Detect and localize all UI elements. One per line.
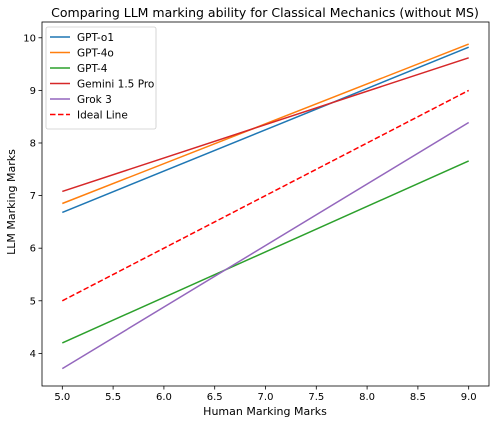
chart-title: Comparing LLM marking ability for Classi… <box>51 5 479 20</box>
x-tick-label: 9.0 <box>461 392 477 403</box>
x-tick-label: 5.0 <box>54 392 70 403</box>
x-tick-label: 5.5 <box>105 392 121 403</box>
legend-label-ideal-line: Ideal Line <box>77 109 128 121</box>
x-tick-label: 8.5 <box>410 392 426 403</box>
legend-label-gpt-4o: GPT-4o <box>77 47 114 59</box>
y-tick-label: 8 <box>30 138 36 149</box>
x-axis-ticks: 5.0 5.5 6.0 6.5 7.0 7.5 8.0 8.5 9.0 <box>54 386 477 403</box>
x-tick-label: 6.5 <box>207 392 223 403</box>
y-tick-label: 9 <box>30 86 36 97</box>
y-tick-label: 10 <box>23 33 36 44</box>
y-tick-label: 7 <box>30 191 36 202</box>
plot-area <box>41 21 490 387</box>
x-tick-label: 6.0 <box>156 392 172 403</box>
series-line-gemini-1-5-pro <box>62 57 469 193</box>
x-tick-label: 7.5 <box>308 392 324 403</box>
y-tick-label: 6 <box>30 244 36 255</box>
x-axis-label: Human Marking Marks <box>203 405 327 418</box>
y-axis-label: LLM Marking Marks <box>5 149 18 255</box>
legend: GPT-o1 GPT-4o GPT-4 Gemini 1.5 Pro Grok 3 Ide… <box>45 26 157 130</box>
y-axis-ticks: 4 5 6 7 8 9 10 <box>23 33 42 360</box>
series-line-gpt-4o <box>62 43 469 205</box>
y-tick-label: 4 <box>30 349 36 360</box>
series-line-ideal-line <box>61 89 470 302</box>
legend-label-gemini-1-5-pro: Gemini 1.5 Pro <box>77 78 154 90</box>
legend-label-grok-3: Grok 3 <box>77 94 112 106</box>
x-tick-label: 8.0 <box>359 392 375 403</box>
series-line-grok-3 <box>61 121 470 370</box>
legend-label-gpt-4: GPT-4 <box>77 63 108 75</box>
y-tick-label: 5 <box>30 296 36 307</box>
series-line-gpt-o1 <box>62 46 469 214</box>
x-tick-label: 7.0 <box>258 392 274 403</box>
legend-label-gpt-o1: GPT-o1 <box>77 32 114 44</box>
legend-box <box>45 26 157 130</box>
series-line-gpt-4 <box>61 160 470 344</box>
